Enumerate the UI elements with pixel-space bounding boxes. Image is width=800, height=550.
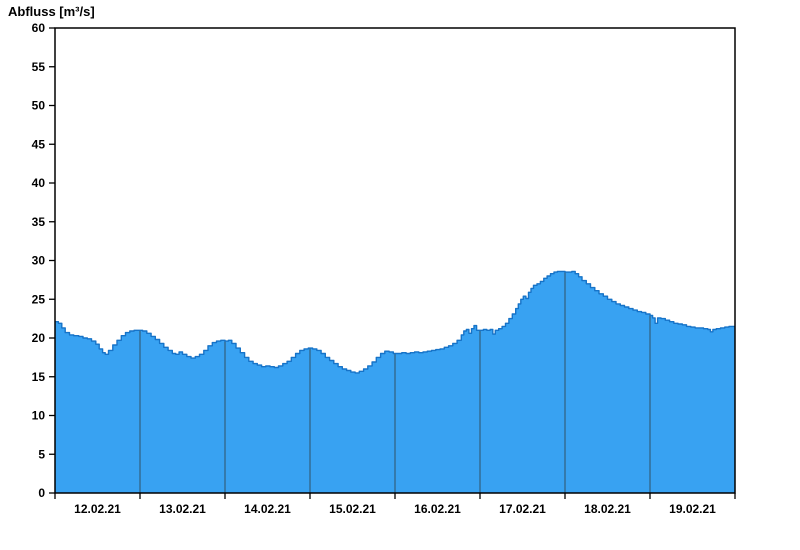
y-tick-label: 45 (32, 137, 46, 151)
discharge-line (55, 270, 735, 374)
y-tick-label: 60 (32, 21, 46, 35)
x-tick-label: 12.02.21 (74, 502, 121, 516)
y-tick-label: 50 (32, 99, 46, 113)
chart-title: Abfluss [m³/s] (8, 4, 95, 19)
x-tick-label: 13.02.21 (159, 502, 206, 516)
x-tick-label: 17.02.21 (499, 502, 546, 516)
x-tick-label: 14.02.21 (244, 502, 291, 516)
y-tick-label: 25 (32, 292, 46, 306)
y-tick-label: 5 (38, 447, 45, 461)
y-tick-label: 0 (38, 486, 45, 500)
y-tick-label: 30 (32, 254, 46, 268)
x-axis: 12.02.21 13.02.21 14.02.21 15.02.21 16.02.21… (54, 493, 736, 516)
y-tick-label: 40 (32, 176, 46, 190)
y-tick-label: 35 (32, 215, 46, 229)
x-tick-label: 16.02.21 (414, 502, 461, 516)
y-tick-label: 10 (32, 409, 46, 423)
y-tick-label: 15 (32, 370, 46, 384)
day-separator-lines (139, 271, 651, 493)
y-tick-label: 55 (32, 60, 46, 74)
x-tick-label: 18.02.21 (584, 502, 631, 516)
x-tick-label: 15.02.21 (329, 502, 376, 516)
y-tick-label: 20 (32, 331, 46, 345)
y-axis: 0 5 10 15 20 25 30 35 40 45 50 55 60 (32, 21, 55, 500)
x-tick-label: 19.02.21 (669, 502, 716, 516)
